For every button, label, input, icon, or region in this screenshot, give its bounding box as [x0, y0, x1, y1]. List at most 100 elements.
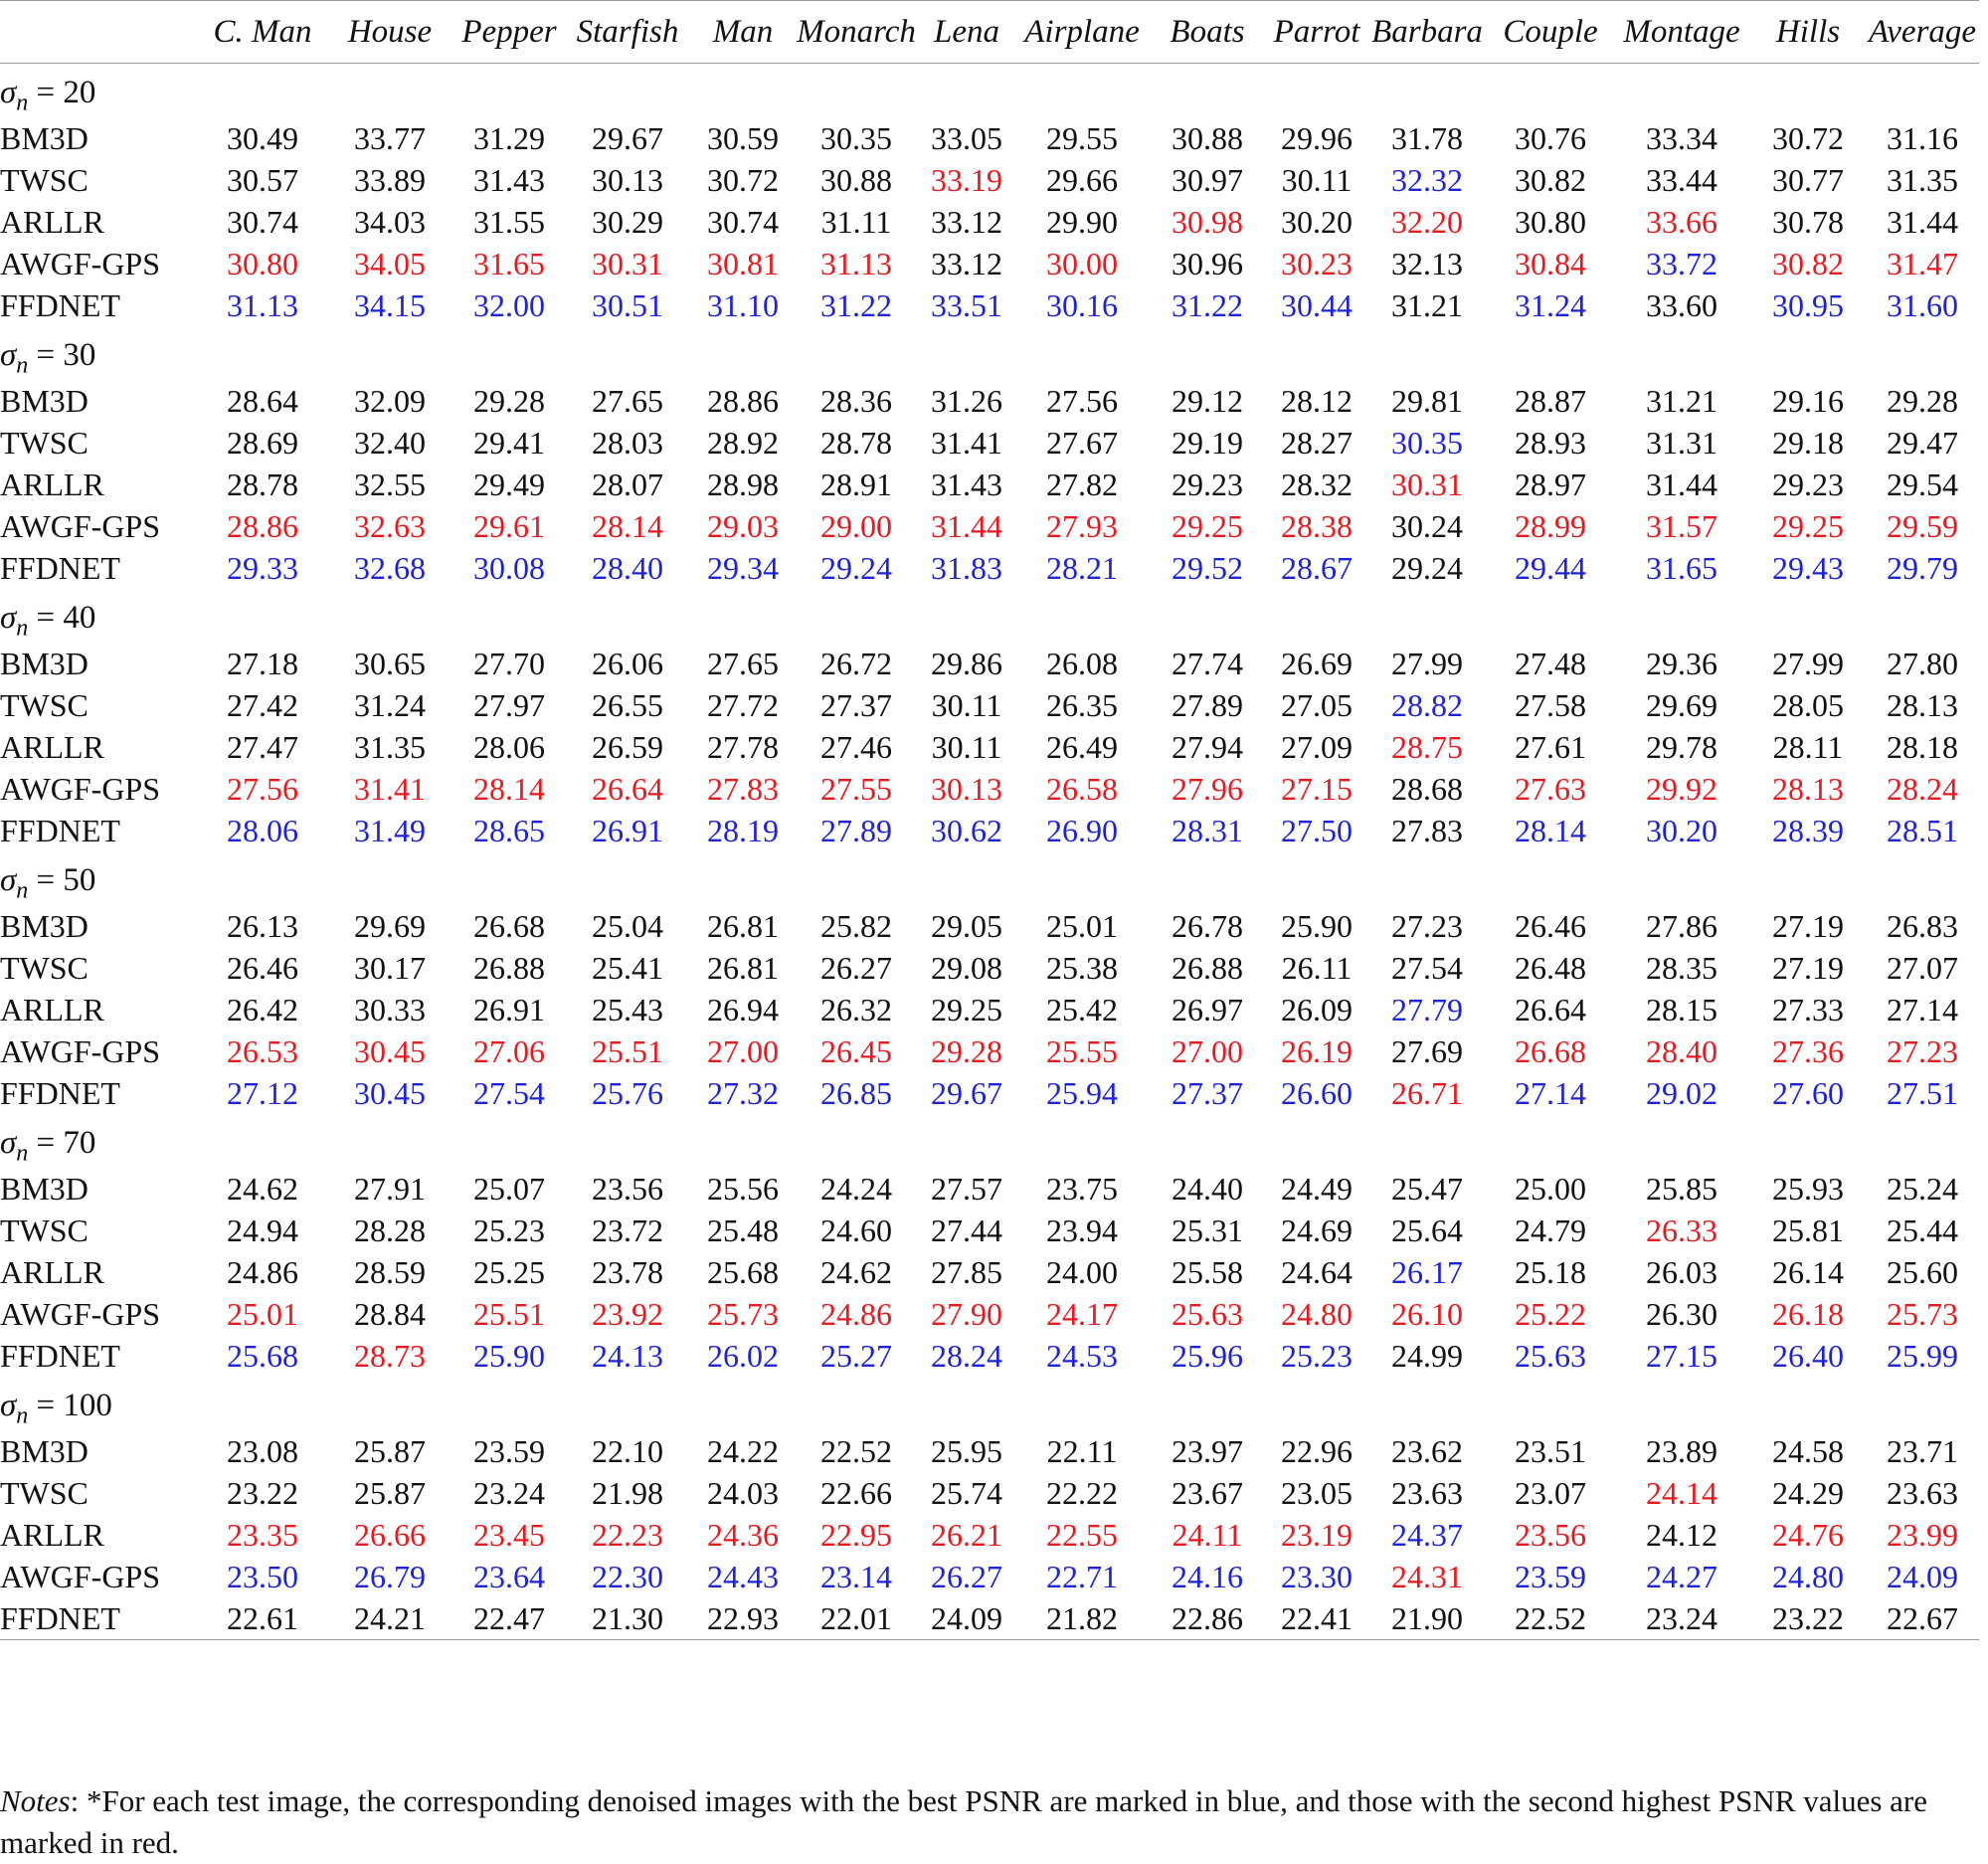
psnr-value-cell: 24.62 — [227, 1170, 298, 1207]
psnr-value-cell: 23.19 — [1281, 1516, 1353, 1553]
psnr-value-cell: 29.49 — [473, 466, 545, 502]
psnr-value-cell: 29.33 — [227, 549, 298, 586]
psnr-value-cell: 26.46 — [227, 949, 298, 986]
psnr-value-cell: 24.31 — [1391, 1558, 1463, 1594]
psnr-value-cell: 29.34 — [707, 549, 779, 586]
psnr-value-cell: 25.47 — [1391, 1170, 1463, 1207]
psnr-value-cell: 28.24 — [931, 1337, 1002, 1374]
psnr-value-cell: 31.13 — [227, 286, 298, 323]
psnr-value-cell: 25.04 — [592, 907, 663, 944]
psnr-value-cell: 28.05 — [1772, 686, 1844, 723]
psnr-value-cell: 24.69 — [1281, 1212, 1353, 1248]
psnr-value-cell: 26.78 — [1172, 907, 1243, 944]
sigma-symbol: σ — [0, 600, 17, 637]
method-name-cell: FFDNET — [0, 1074, 120, 1111]
psnr-value-cell: 29.00 — [820, 507, 892, 544]
table-row: FFDNET 29.33 32.68 30.08 28.40 29.34 29.24 31.8… — [0, 547, 1979, 589]
psnr-value-cell: 31.78 — [1391, 119, 1463, 156]
psnr-value-cell: 29.69 — [354, 907, 426, 944]
psnr-value-cell: 25.44 — [1887, 1212, 1958, 1248]
psnr-value-cell: 29.41 — [473, 424, 545, 461]
psnr-value-cell: 28.69 — [227, 424, 298, 461]
psnr-value-cell: 27.82 — [1046, 466, 1118, 502]
psnr-value-cell: 26.81 — [707, 907, 779, 944]
psnr-value-cell: 29.02 — [1646, 1074, 1717, 1111]
psnr-value-cell: 26.72 — [820, 645, 892, 681]
sigma-symbol: σ — [0, 1388, 17, 1424]
psnr-value-cell: 23.62 — [1391, 1432, 1463, 1469]
psnr-value-cell: 32.32 — [1391, 161, 1463, 198]
table-row: FFDNET 22.61 24.21 22.47 21.30 22.93 22.01 24.0… — [0, 1597, 1979, 1640]
noise-level-group-header: σn = 30 — [0, 326, 1979, 380]
psnr-value-cell: 25.51 — [592, 1032, 663, 1069]
psnr-value-cell: 26.71 — [1391, 1074, 1463, 1111]
table-row: ARLLR 23.35 26.66 23.45 22.23 24.36 22.95 26.21… — [0, 1514, 1979, 1556]
psnr-value-cell: 22.96 — [1281, 1432, 1353, 1469]
psnr-value-cell: 31.11 — [820, 203, 892, 240]
method-name-cell: TWSC — [0, 1212, 89, 1248]
sigma-value: = 40 — [28, 600, 96, 637]
psnr-value-cell: 22.71 — [1046, 1558, 1118, 1594]
table-row: BM3D 28.64 32.09 29.28 27.65 28.86 28.36 31.26 2… — [0, 380, 1979, 422]
psnr-value-cell: 25.01 — [227, 1295, 298, 1332]
psnr-value-cell: 27.19 — [1772, 949, 1844, 986]
sigma-symbol: σ — [0, 1125, 17, 1162]
table-row: AWGF-GPS 26.53 30.45 27.06 25.51 27.00 26.45 29… — [0, 1030, 1979, 1072]
psnr-value-cell: 32.09 — [354, 382, 426, 419]
psnr-value-cell: 26.30 — [1646, 1295, 1717, 1332]
table-row: AWGF-GPS 27.56 31.41 28.14 26.64 27.83 27.55 30… — [0, 768, 1979, 810]
psnr-value-cell: 29.25 — [1772, 507, 1844, 544]
psnr-value-cell: 26.64 — [1515, 991, 1586, 1027]
psnr-value-cell: 24.17 — [1046, 1295, 1118, 1332]
psnr-value-cell: 24.80 — [1772, 1558, 1844, 1594]
psnr-value-cell: 23.63 — [1887, 1474, 1958, 1511]
psnr-value-cell: 26.13 — [227, 907, 298, 944]
psnr-value-cell: 31.60 — [1887, 286, 1958, 323]
method-name-cell: ARLLR — [0, 1253, 104, 1290]
psnr-value-cell: 24.60 — [820, 1212, 892, 1248]
psnr-value-cell: 29.96 — [1281, 119, 1353, 156]
column-header: Pepper — [453, 0, 565, 64]
psnr-value-cell: 25.63 — [1515, 1337, 1586, 1374]
method-name-cell: BM3D — [0, 645, 89, 681]
psnr-value-cell: 33.12 — [931, 203, 1002, 240]
psnr-value-cell: 28.82 — [1391, 686, 1463, 723]
column-header: C. Man — [199, 0, 326, 64]
psnr-value-cell: 26.55 — [592, 686, 663, 723]
noise-level-group-header: σn = 50 — [0, 851, 1979, 905]
method-name-cell: AWGF-GPS — [0, 1032, 161, 1069]
psnr-value-cell: 26.85 — [820, 1074, 892, 1111]
noise-level-label: σn = 40 — [0, 589, 1979, 643]
psnr-value-cell: 29.24 — [1391, 549, 1463, 586]
psnr-value-cell: 30.33 — [354, 991, 426, 1027]
psnr-value-cell: 23.89 — [1646, 1432, 1717, 1469]
psnr-value-cell: 31.44 — [1646, 466, 1717, 502]
psnr-value-cell: 30.72 — [1772, 119, 1844, 156]
psnr-value-cell: 29.36 — [1646, 645, 1717, 681]
table-row: FFDNET 31.13 34.15 32.00 30.51 31.10 31.22 33.5… — [0, 284, 1979, 326]
method-name-cell: AWGF-GPS — [0, 1295, 161, 1332]
psnr-value-cell: 31.13 — [820, 245, 892, 281]
psnr-value-cell: 25.23 — [1281, 1337, 1353, 1374]
psnr-value-cell: 26.27 — [931, 1558, 1002, 1594]
psnr-value-cell: 30.57 — [227, 161, 298, 198]
psnr-value-cell: 28.18 — [1887, 728, 1958, 765]
psnr-value-cell: 27.67 — [1046, 424, 1118, 461]
noise-level-group-header: σn = 20 — [0, 64, 1979, 118]
psnr-value-cell: 30.76 — [1515, 119, 1586, 156]
psnr-value-cell: 24.36 — [707, 1516, 779, 1553]
psnr-value-cell: 32.63 — [354, 507, 426, 544]
psnr-value-cell: 31.83 — [931, 549, 1002, 586]
psnr-value-cell: 25.90 — [1281, 907, 1353, 944]
psnr-value-cell: 25.55 — [1046, 1032, 1118, 1069]
psnr-value-cell: 29.28 — [1887, 382, 1958, 419]
psnr-value-cell: 30.62 — [931, 812, 1002, 848]
table-row: TWSC 24.94 28.28 25.23 23.72 25.48 24.60 27.44 2… — [0, 1210, 1979, 1251]
psnr-value-cell: 30.88 — [1172, 119, 1243, 156]
psnr-value-cell: 33.66 — [1646, 203, 1717, 240]
psnr-value-cell: 26.46 — [1515, 907, 1586, 944]
psnr-value-cell: 30.96 — [1172, 245, 1243, 281]
psnr-value-cell: 23.64 — [473, 1558, 545, 1594]
psnr-value-cell: 25.51 — [473, 1295, 545, 1332]
table-row: BM3D 30.49 33.77 31.29 29.67 30.59 30.35 33.05 2… — [0, 117, 1979, 159]
